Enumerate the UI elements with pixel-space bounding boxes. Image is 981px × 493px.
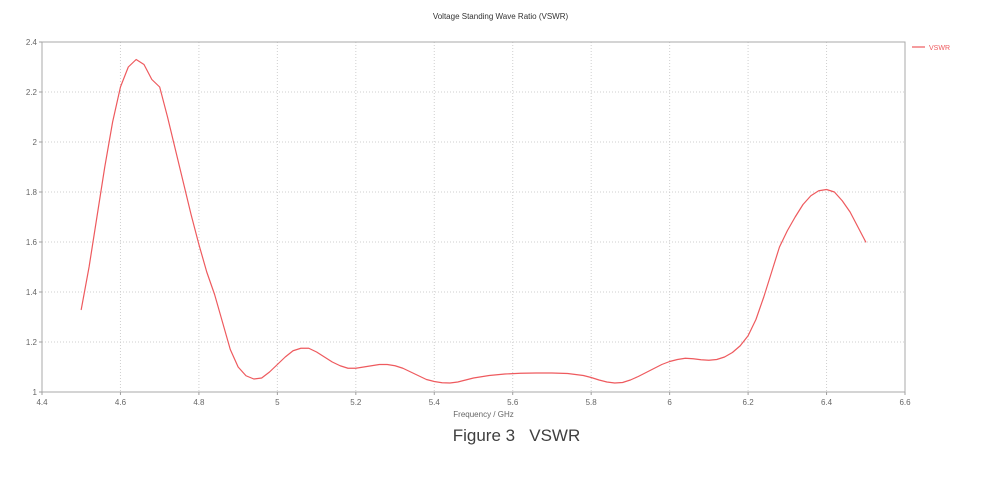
y-tick-label: 1 <box>33 388 38 397</box>
x-tick-label: 5.2 <box>350 398 362 407</box>
x-tick-label: 5.4 <box>429 398 441 407</box>
x-tick-label: 5.8 <box>586 398 598 407</box>
plot-border <box>41 41 906 393</box>
x-tick-label: 4.6 <box>115 398 127 407</box>
gridlines <box>42 42 905 392</box>
x-tick-label: 4.8 <box>193 398 205 407</box>
vswr-plot-canvas: 4.4 4.6 4.8 5 5.2 5.4 5.6 5.8 6 6.2 6.4 6.6 1 1.2 1.4 1… <box>26 38 950 419</box>
x-axis-label: Frequency / GHz <box>453 410 513 419</box>
y-tick-label: 1.4 <box>26 288 38 297</box>
y-tick-label: 2 <box>33 138 38 147</box>
vswr-curve <box>80 58 867 384</box>
x-tick-label: 5.6 <box>507 398 519 407</box>
legend-label: VSWR <box>929 45 950 52</box>
y-tick-label: 2.2 <box>26 88 38 97</box>
x-tick-label: 6 <box>667 398 672 407</box>
x-tick-label: 4.4 <box>36 398 48 407</box>
y-tick-label: 1.2 <box>26 338 38 347</box>
y-tick-label: 1.8 <box>26 188 38 197</box>
x-tick-label: 6.6 <box>899 398 911 407</box>
x-tick-label: 6.4 <box>821 398 833 407</box>
chart-title: Voltage Standing Wave Ratio (VSWR) <box>432 12 569 21</box>
y-tick-label: 1.6 <box>26 238 38 247</box>
axis-tick-labels: 4.4 4.6 4.8 5 5.2 5.4 5.6 5.8 6 6.2 6.4 6.6 1 1.2 1.4 1… <box>26 38 911 407</box>
figure-caption: Figure 3 VSWR <box>452 426 581 445</box>
axis-ticks <box>39 41 906 395</box>
x-tick-label: 5 <box>275 398 280 407</box>
x-tick-label: 6.2 <box>743 398 755 407</box>
y-tick-label: 2.4 <box>26 38 38 47</box>
legend: VSWR <box>912 45 950 52</box>
